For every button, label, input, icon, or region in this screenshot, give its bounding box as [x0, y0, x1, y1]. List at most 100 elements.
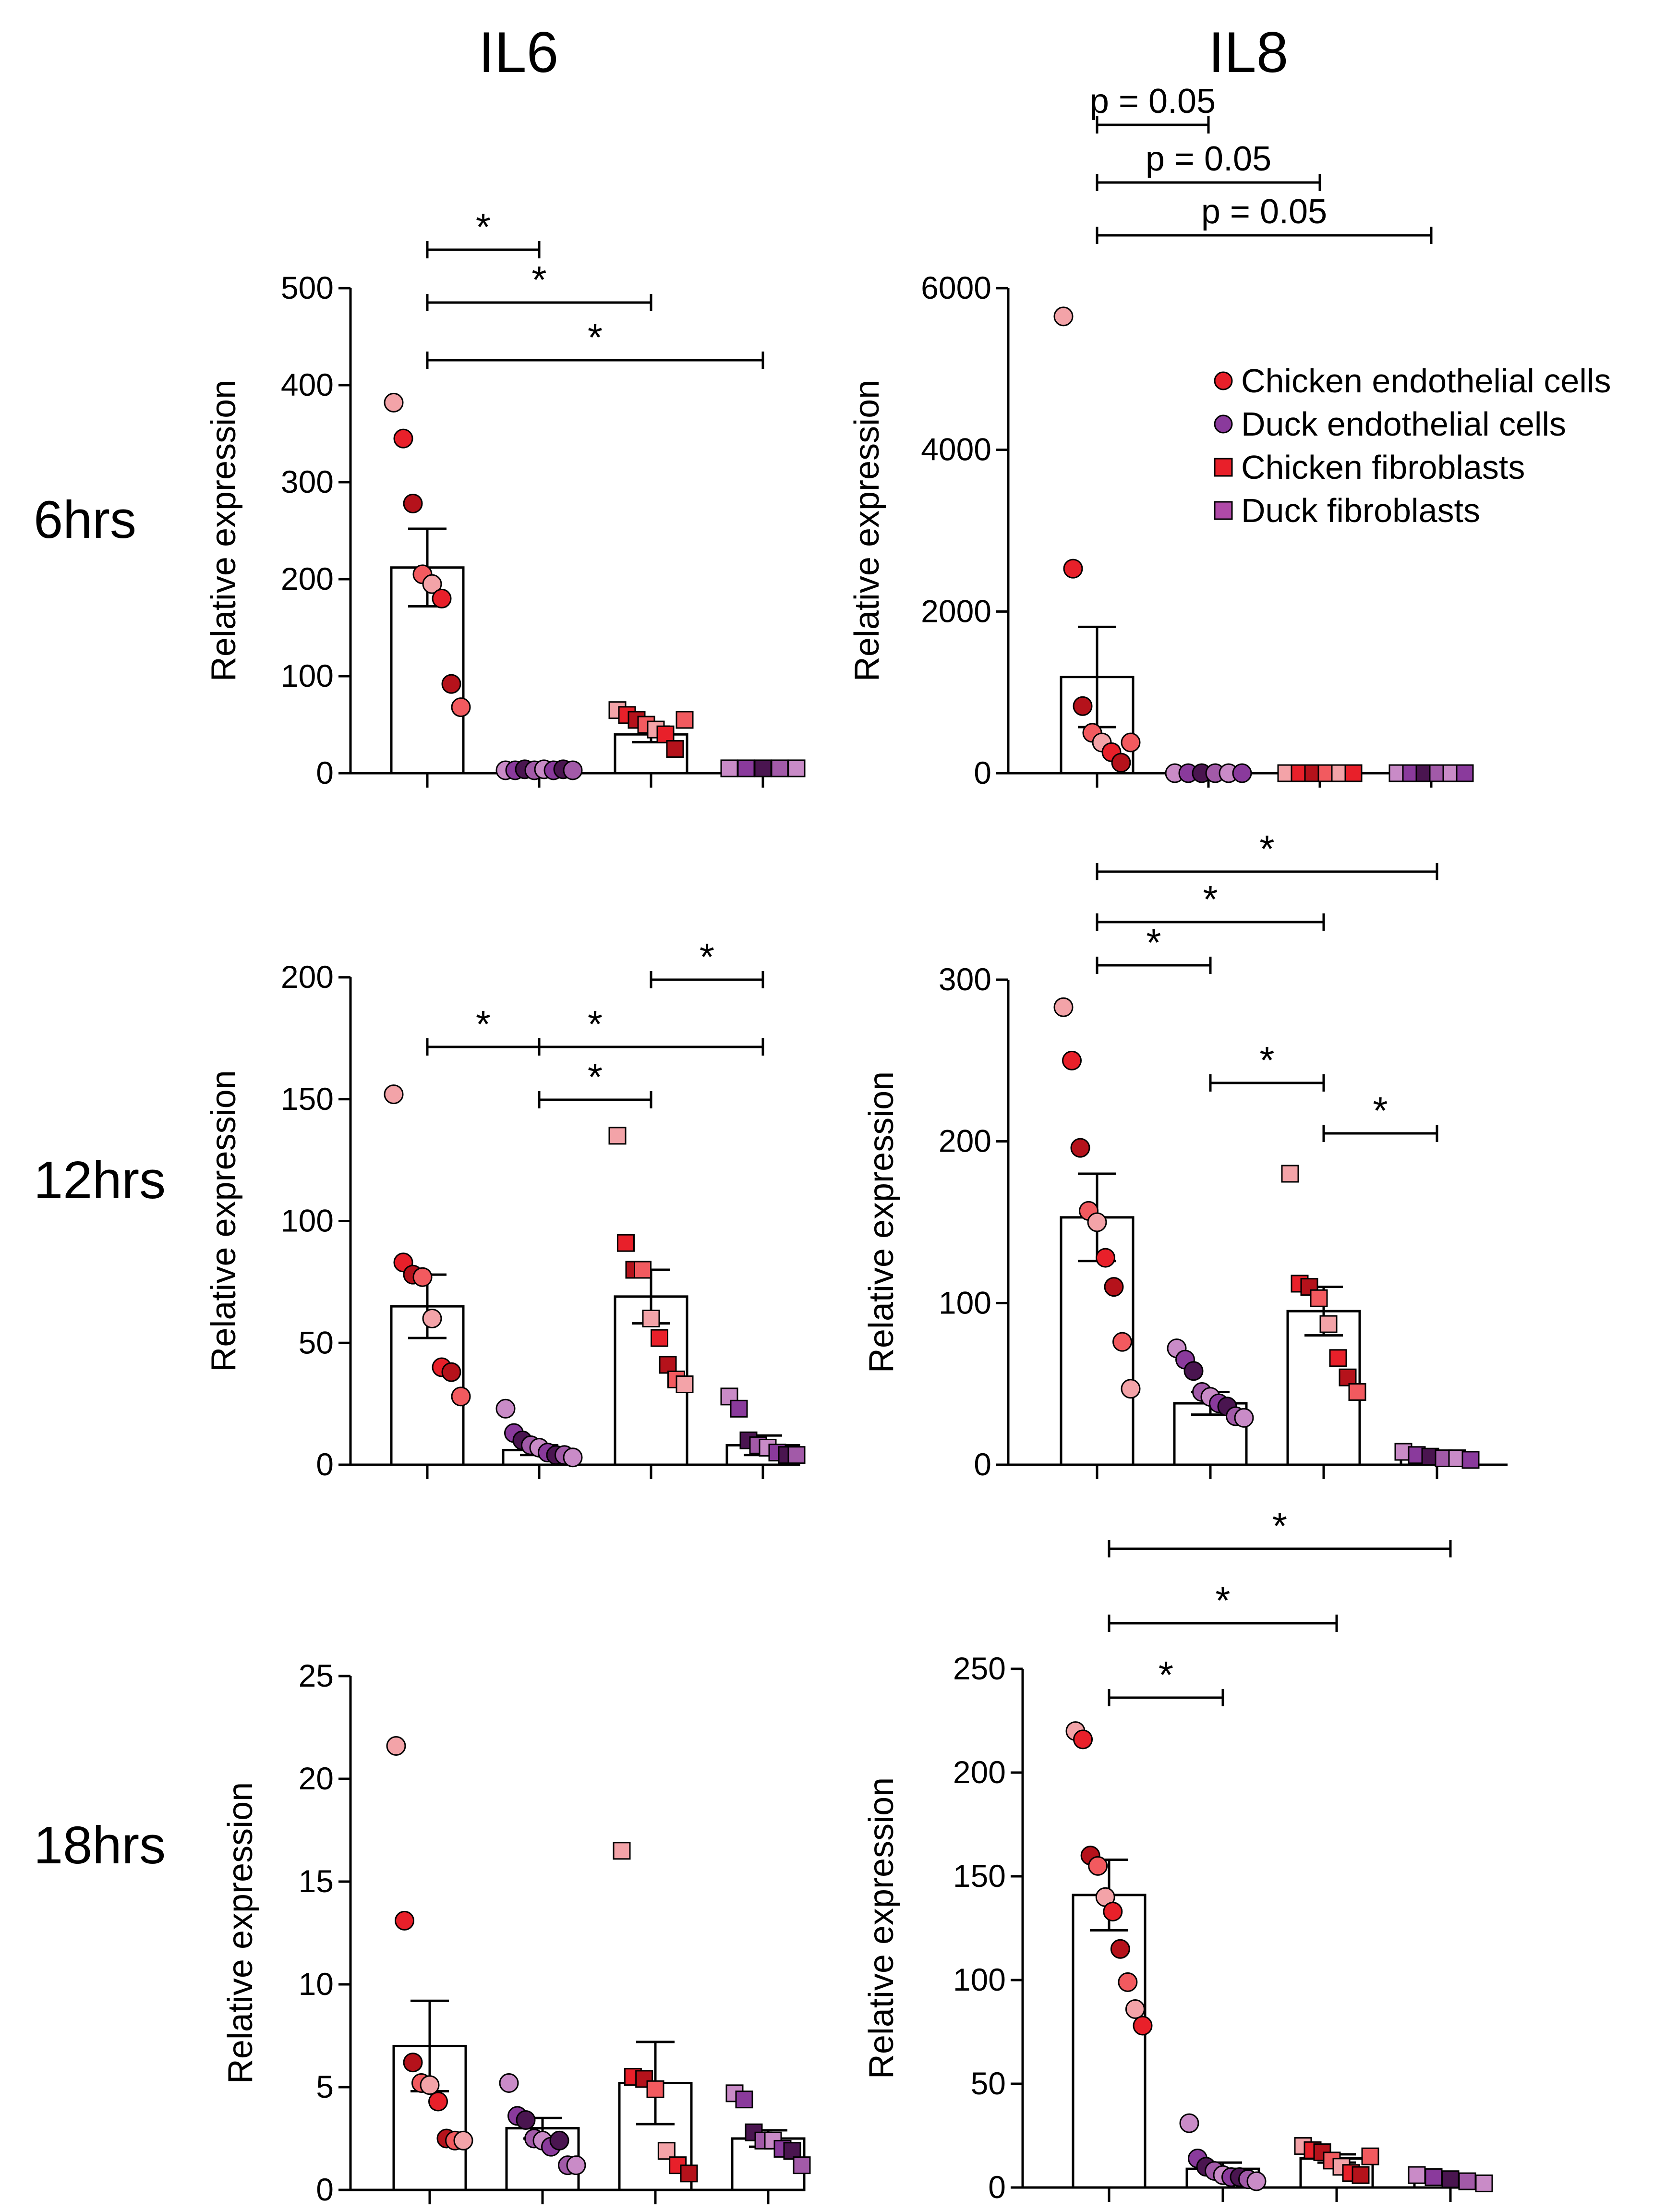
panel-il8-12hrs: 0 100 200 300 Relative expression * * * * * [862, 827, 1508, 1482]
significance-label: p = 0.05 [1146, 140, 1271, 178]
legend-marker-chicken-fibroblasts [1214, 458, 1233, 477]
y-tick-label: 0 [974, 1446, 991, 1482]
significance-label: * [1159, 1653, 1173, 1696]
data-point-square [1456, 764, 1474, 782]
data-point-square [634, 1261, 652, 1279]
y-axis-label: Relative expression [221, 1782, 260, 2084]
legend-label-chicken-fibroblasts: Chicken fibroblasts [1241, 449, 1525, 486]
data-point-square [771, 759, 789, 778]
data-point-circle [384, 392, 404, 413]
significance-label: * [588, 1003, 603, 1045]
y-axis-label: Relative expression [848, 380, 886, 681]
data-point-square [657, 2142, 676, 2160]
data-point-circle [1070, 1138, 1090, 1158]
legend-marker-chicken-endothelial [1214, 371, 1233, 390]
y-tick-label: 50 [971, 2066, 1006, 2101]
significance-label: p = 0.05 [1201, 193, 1327, 231]
panel-il8-18hrs: 0 50 100 150 200 250 Relative expression * * * [862, 1505, 1493, 2205]
data-point-circle [441, 674, 461, 694]
data-point-circle [453, 2130, 473, 2151]
data-point-circle [1073, 696, 1093, 716]
data-point-square [642, 1310, 660, 1327]
significance-label: * [700, 936, 714, 978]
column-title-il6: IL6 [479, 20, 559, 85]
y-tick-label: 2000 [921, 593, 991, 629]
data-point-circle [393, 428, 413, 449]
legend-marker-duck-fibroblasts [1214, 501, 1233, 520]
data-point-circle [1063, 559, 1083, 579]
data-point-square [1361, 2147, 1379, 2165]
panel-il6-12hrs: 0 50 100 150 200 Relative expression * * * * [205, 936, 806, 1482]
legend-label-duck-fibroblasts: Duck fibroblasts [1241, 492, 1480, 529]
data-point-circle [451, 1386, 471, 1407]
y-tick-label: 200 [281, 561, 334, 596]
significance-label: * [588, 316, 603, 359]
data-point-circle [422, 1309, 442, 1328]
significance-label: * [1272, 1505, 1287, 1547]
data-point-circle [1125, 1999, 1145, 2019]
y-tick-label: 100 [953, 1962, 1006, 1997]
data-point-square [737, 759, 755, 778]
significance-label: p = 0.05 [1090, 82, 1216, 121]
y-tick-label: 25 [299, 1658, 334, 1693]
data-point-circle [428, 2091, 448, 2112]
data-point-circle [1088, 1856, 1108, 1876]
data-point-circle [549, 2130, 569, 2151]
significance-label: * [588, 1056, 603, 1098]
y-tick-label: 5 [316, 2069, 334, 2104]
data-point-circle [1246, 2171, 1267, 2191]
data-point-circle [422, 574, 442, 594]
row-title-12hrs: 12hrs [34, 1151, 166, 1210]
data-point-square [720, 759, 738, 778]
y-tick-label: 100 [939, 1285, 991, 1320]
data-point-square [1461, 1451, 1480, 1469]
data-point-square [787, 759, 806, 778]
y-tick-label: 100 [281, 658, 334, 693]
significance-label: * [1215, 1579, 1230, 1622]
y-tick-label: 50 [299, 1325, 334, 1360]
data-point-square [1448, 1449, 1466, 1468]
data-point-circle [432, 588, 452, 608]
y-tick-label: 100 [281, 1203, 334, 1239]
data-point-circle [563, 1447, 583, 1468]
data-point-square [1458, 2172, 1476, 2190]
y-tick-label: 150 [953, 1858, 1006, 1894]
data-point-circle [412, 1267, 433, 1287]
panel-il6-6hrs: 0 100 200 300 400 500 Relative expression * * * [205, 206, 806, 790]
data-point-square [1339, 1368, 1357, 1386]
row-title-18hrs: 18hrs [34, 1816, 166, 1875]
data-point-circle [1112, 1332, 1132, 1352]
column-title-il8: IL8 [1208, 20, 1289, 85]
data-point-square [754, 759, 772, 778]
data-point-square [1329, 1349, 1347, 1367]
data-point-square [1408, 2166, 1426, 2184]
y-tick-label: 0 [316, 2172, 334, 2207]
data-point-square [651, 1329, 668, 1347]
data-point-square [613, 1842, 631, 1860]
data-point-circle [563, 760, 583, 780]
bar [1286, 1310, 1361, 1466]
data-point-square [666, 740, 684, 758]
data-point-circle [516, 2110, 536, 2130]
y-tick-label: 250 [953, 1651, 1006, 1686]
bar [1072, 1894, 1147, 2189]
data-point-circle [1053, 306, 1074, 327]
data-point-circle [1110, 1939, 1130, 1959]
data-point-circle [403, 493, 423, 513]
y-axis-label: Relative expression [862, 1777, 901, 2079]
y-axis-label: Relative expression [862, 1071, 901, 1373]
data-point-circle [1073, 1729, 1093, 1750]
data-point-circle [1118, 1972, 1138, 1992]
data-point-square [646, 2080, 664, 2098]
y-tick-label: 0 [316, 755, 334, 790]
data-point-circle [420, 2075, 440, 2095]
significance-label: * [1373, 1089, 1388, 1132]
data-point-circle [1234, 1408, 1254, 1428]
data-point-square [1424, 2168, 1443, 2186]
data-point-circle [499, 2073, 519, 2093]
data-point-circle [1104, 1277, 1124, 1297]
legend-label-chicken-endothelial: Chicken endothelial cells [1241, 362, 1611, 400]
significance-label: * [1259, 1039, 1274, 1082]
significance-label: * [476, 206, 491, 248]
